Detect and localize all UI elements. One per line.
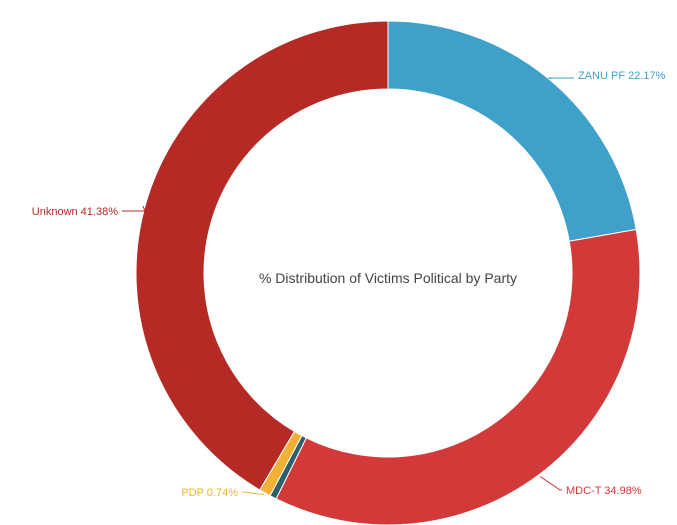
slice-group	[135, 20, 641, 525]
slice-label-mdc-t: MDC-T 34.98%	[566, 485, 642, 497]
slice-unknown	[135, 20, 389, 491]
leader-line-pdp	[242, 491, 264, 496]
leader-line-mdc-t	[539, 475, 562, 491]
slice-labels: ZANU PF 22.17% MDC-T 34.98% PDP 0.74% Unkno…	[32, 70, 666, 499]
slice-label-unknown: Unknown 41.38%	[32, 206, 118, 218]
slice-zanu-pf	[387, 20, 637, 242]
slice-label-pdp: PDP 0.74%	[181, 487, 238, 499]
chart-title: % Distribution of Victims Political by P…	[259, 270, 517, 286]
leader-lines	[122, 77, 574, 496]
slice-label-zanu-pf: ZANU PF 22.17%	[578, 70, 666, 82]
slice-mdc-t	[275, 228, 641, 525]
leader-line-unknown	[122, 205, 146, 212]
